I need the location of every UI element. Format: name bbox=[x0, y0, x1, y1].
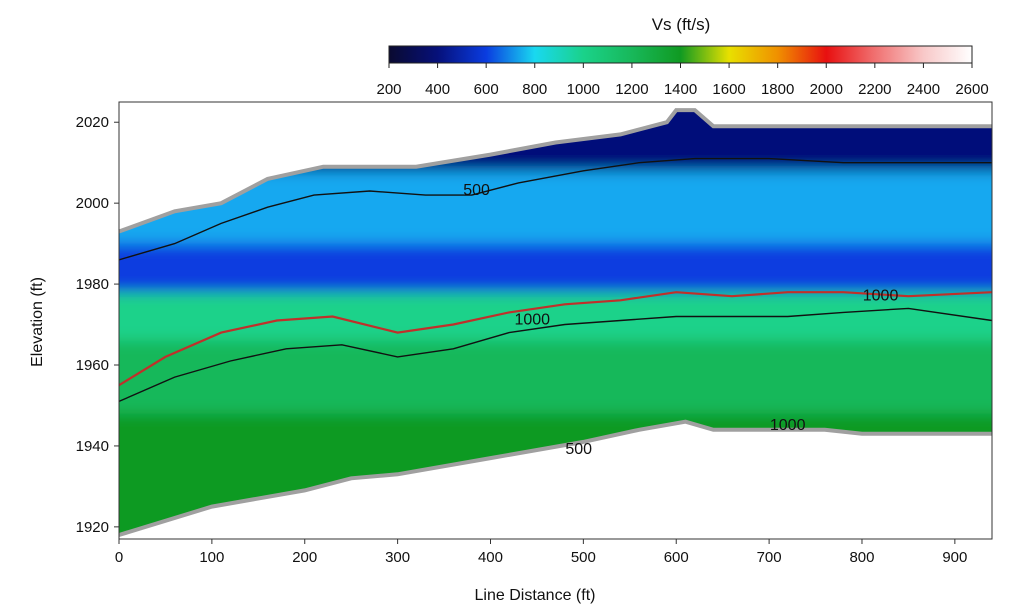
contour-label: 1000 bbox=[863, 287, 899, 304]
plot-frame bbox=[118, 101, 993, 540]
contour-1000 bbox=[119, 307, 992, 403]
layer-teal bbox=[119, 292, 992, 341]
x-tick-label: 500 bbox=[571, 549, 596, 566]
x-tick-label: 800 bbox=[849, 549, 874, 566]
contour-label: 1000 bbox=[514, 312, 550, 329]
x-tick-label: 0 bbox=[115, 549, 123, 566]
base-outline bbox=[118, 419, 992, 537]
colorbar-title: Vs (ft/s) bbox=[652, 15, 711, 34]
contour-label: 1000 bbox=[770, 417, 806, 434]
colorbar-tick-label: 1200 bbox=[615, 81, 648, 98]
surface-outline bbox=[118, 108, 992, 234]
colorbar-ticks: 200 400 600 800 1000 1200 1400 1600 1800 2000 2200… bbox=[376, 63, 989, 98]
y-tick-label: 1980 bbox=[76, 276, 109, 293]
x-axis-label: Line Distance (ft) bbox=[475, 587, 596, 604]
x-tick-label: 400 bbox=[478, 549, 503, 566]
colorbar-tick-label: 1000 bbox=[567, 81, 600, 98]
layer-green bbox=[119, 340, 992, 414]
colorbar-tick-label: 2200 bbox=[858, 81, 891, 98]
contour-label: 500 bbox=[463, 182, 490, 199]
contour-1000 bbox=[119, 291, 992, 387]
colorbar-tick-label: 1800 bbox=[761, 81, 794, 98]
y-tick-label: 2000 bbox=[76, 195, 109, 212]
x-tick-label: 900 bbox=[942, 549, 967, 566]
y-tick-label: 1940 bbox=[76, 438, 109, 455]
contour-label: 500 bbox=[565, 441, 592, 458]
y-tick-label: 2020 bbox=[76, 114, 109, 131]
contour-500 bbox=[119, 157, 992, 261]
contour-lines bbox=[119, 157, 992, 403]
colorbar-tick-label: 200 bbox=[376, 81, 401, 98]
colorbar-tick-label: 800 bbox=[522, 81, 547, 98]
colorbar bbox=[388, 45, 973, 64]
contour-labels: 500 1000 1000 1000 500 bbox=[463, 182, 898, 458]
colorbar-tick-label: 1600 bbox=[712, 81, 745, 98]
colorbar-tick-label: 1400 bbox=[664, 81, 697, 98]
x-tick-label: 300 bbox=[385, 549, 410, 566]
colorbar-tick-label: 2000 bbox=[810, 81, 843, 98]
layer-mid bbox=[119, 170, 992, 244]
x-axis: 0 100 200 300 400 500 600 700 800 900 bbox=[115, 539, 967, 566]
y-tick-label: 1960 bbox=[76, 357, 109, 374]
colorbar-tick-label: 400 bbox=[425, 81, 450, 98]
x-tick-label: 100 bbox=[199, 549, 224, 566]
y-axis: 1920 1940 1960 1980 2000 2020 bbox=[76, 114, 119, 536]
layer-blue2 bbox=[119, 243, 992, 293]
colorbar-tick-label: 2600 bbox=[955, 81, 988, 98]
y-axis-label: Elevation (ft) bbox=[29, 277, 46, 367]
y-tick-label: 1920 bbox=[76, 519, 109, 536]
x-tick-label: 700 bbox=[757, 549, 782, 566]
colorbar-tick-label: 600 bbox=[474, 81, 499, 98]
x-tick-label: 600 bbox=[664, 549, 689, 566]
x-tick-label: 200 bbox=[292, 549, 317, 566]
colorbar-tick-label: 2400 bbox=[907, 81, 940, 98]
